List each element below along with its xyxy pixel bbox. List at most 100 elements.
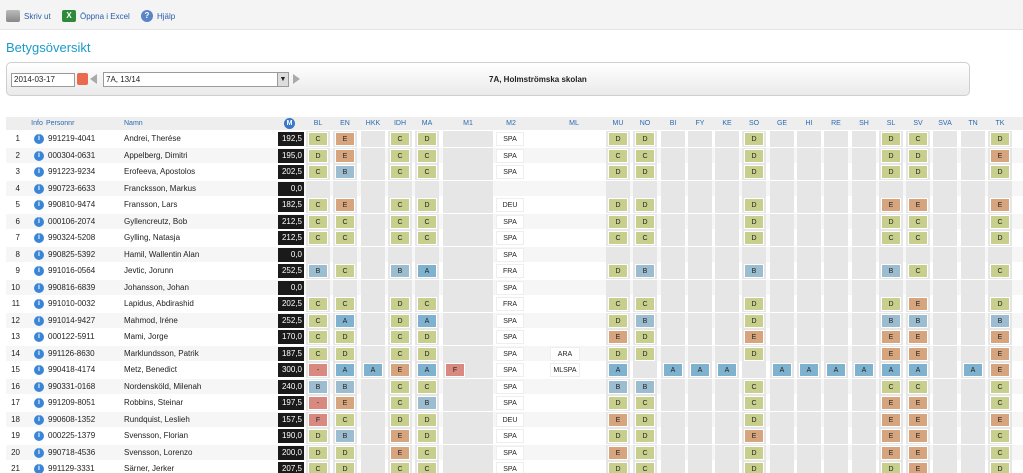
grade-cell[interactable]: D bbox=[744, 231, 764, 245]
table-row[interactable]: 20 i 990718-4536 Svensson, Lorenzo 200,0 D D E C… bbox=[6, 444, 1023, 461]
student-name[interactable]: Jevtic, Jorunn bbox=[124, 266, 174, 275]
grade-cell[interactable]: D bbox=[744, 462, 764, 473]
student-name[interactable]: Gylling, Natasja bbox=[124, 233, 181, 242]
grade-cell[interactable]: E bbox=[908, 198, 928, 212]
grade-cell[interactable]: D bbox=[990, 297, 1010, 311]
table-row[interactable]: 4 i 990723-6633 Francksson, Markus 0,0 bbox=[6, 180, 1023, 197]
grade-cell[interactable]: C bbox=[417, 165, 437, 179]
grade-cell[interactable]: C bbox=[881, 379, 901, 394]
header-subject[interactable]: FY bbox=[695, 120, 705, 127]
grade-cell[interactable]: A bbox=[854, 363, 874, 377]
info-icon[interactable]: i bbox=[34, 447, 44, 458]
grade-cell[interactable]: E bbox=[390, 429, 410, 443]
grade-cell[interactable]: D bbox=[335, 330, 355, 344]
grade-cell[interactable]: D bbox=[744, 132, 764, 146]
grade-cell[interactable]: D bbox=[990, 231, 1010, 245]
grade-cell[interactable]: C bbox=[881, 231, 901, 245]
grade-cell[interactable]: C bbox=[308, 330, 328, 344]
student-name[interactable]: Mami, Jorge bbox=[124, 332, 169, 341]
grade-cell[interactable]: C bbox=[608, 297, 628, 311]
grade-cell[interactable]: D bbox=[881, 165, 901, 179]
grade-cell[interactable]: B bbox=[744, 264, 764, 278]
grade-cell[interactable]: C bbox=[908, 132, 928, 146]
grade-cell[interactable]: C bbox=[390, 132, 410, 146]
grade-cell[interactable]: D bbox=[608, 165, 628, 179]
table-row[interactable]: 2 i 000304-0631 Appelberg, Dimitri 195,0 D E C C… bbox=[6, 147, 1023, 164]
grade-cell[interactable]: E bbox=[335, 132, 355, 146]
header-subject[interactable]: MU bbox=[612, 120, 624, 127]
grade-cell[interactable]: E bbox=[908, 396, 928, 410]
grade-cell[interactable]: A bbox=[772, 363, 792, 377]
info-icon[interactable]: i bbox=[34, 134, 44, 144]
grade-cell[interactable]: D bbox=[608, 396, 628, 410]
grade-cell[interactable]: C bbox=[608, 148, 628, 163]
table-row[interactable]: 5 i 990810-9474 Fransson, Lars 182,5 C E C D DEU D… bbox=[6, 197, 1023, 213]
grade-cell[interactable]: D bbox=[335, 346, 355, 361]
grade-cell[interactable]: B bbox=[390, 264, 410, 278]
grade-cell[interactable]: E bbox=[990, 346, 1010, 361]
grade-cell[interactable]: A bbox=[799, 363, 819, 377]
grade-cell[interactable]: C bbox=[635, 297, 655, 311]
table-row[interactable]: 12 i 991014-9427 Mahmod, Iréne 252,5 C A D A SPA D… bbox=[6, 312, 1023, 329]
header-subject[interactable]: TK bbox=[995, 120, 1005, 127]
grade-cell[interactable]: D bbox=[308, 445, 328, 460]
grade-cell[interactable]: E bbox=[608, 445, 628, 460]
info-icon[interactable]: i bbox=[34, 167, 44, 177]
student-name[interactable]: Marklundsson, Patrik bbox=[124, 348, 199, 358]
grade-cell[interactable]: C bbox=[744, 396, 764, 410]
grade-cell[interactable]: C bbox=[417, 445, 437, 460]
grade-cell[interactable]: D bbox=[635, 214, 655, 229]
info-icon[interactable]: i bbox=[34, 365, 44, 375]
student-name[interactable]: Erofeeva, Apostolos bbox=[124, 167, 196, 176]
grade-cell[interactable]: C bbox=[390, 346, 410, 361]
grade-cell[interactable]: D bbox=[990, 165, 1010, 179]
grade-cell[interactable]: E bbox=[908, 429, 928, 443]
grade-cell[interactable]: E bbox=[335, 198, 355, 212]
grade-cell[interactable]: C bbox=[417, 462, 437, 473]
header-subject[interactable]: SVA bbox=[938, 120, 952, 127]
student-name[interactable]: Metz, Benedict bbox=[124, 365, 177, 374]
grade-cell[interactable]: C bbox=[390, 379, 410, 394]
grade-cell[interactable]: C bbox=[308, 231, 328, 245]
grade-cell[interactable]: D bbox=[608, 429, 628, 443]
grade-cell[interactable]: C bbox=[908, 264, 928, 278]
grade-cell[interactable]: A bbox=[335, 363, 355, 377]
info-icon[interactable]: i bbox=[34, 266, 44, 276]
excel-button[interactable]: X Öppna i Excel bbox=[62, 9, 130, 23]
grade-cell[interactable]: C bbox=[308, 346, 328, 361]
grade-cell[interactable]: C bbox=[335, 214, 355, 229]
table-row[interactable]: 14 i 991126-8630 Marklundsson, Patrik 187,5 C… bbox=[6, 345, 1023, 362]
grade-cell[interactable]: C bbox=[990, 396, 1010, 410]
grade-cell[interactable]: F bbox=[308, 412, 328, 427]
header-subject[interactable]: ML bbox=[569, 120, 579, 127]
grade-cell[interactable]: E bbox=[390, 445, 410, 460]
grade-cell[interactable]: E bbox=[881, 429, 901, 443]
grade-cell[interactable]: A bbox=[663, 363, 683, 377]
info-icon[interactable]: i bbox=[34, 249, 44, 260]
grade-cell[interactable]: C bbox=[308, 165, 328, 179]
header-subject[interactable]: HI bbox=[805, 120, 813, 127]
info-icon[interactable]: i bbox=[34, 299, 44, 309]
grade-cell[interactable]: D bbox=[635, 132, 655, 146]
student-name[interactable]: Appelberg, Dimitri bbox=[124, 150, 188, 160]
grade-cell[interactable]: D bbox=[635, 412, 655, 427]
calendar-icon[interactable] bbox=[77, 73, 88, 85]
grade-cell[interactable]: C bbox=[635, 462, 655, 473]
grade-cell[interactable]: C bbox=[635, 148, 655, 163]
grade-cell[interactable]: B bbox=[335, 379, 355, 394]
grade-cell[interactable]: E bbox=[881, 346, 901, 361]
grade-cell[interactable]: D bbox=[881, 297, 901, 311]
header-subject[interactable]: SV bbox=[913, 120, 923, 127]
table-row[interactable]: 9 i 991016-0564 Jevtic, Jorunn 252,5 B C B A FRA D… bbox=[6, 263, 1023, 279]
grade-cell[interactable]: A bbox=[826, 363, 846, 377]
grade-cell[interactable]: C bbox=[335, 231, 355, 245]
header-subject[interactable]: KE bbox=[722, 120, 732, 127]
grade-cell[interactable]: C bbox=[390, 330, 410, 344]
grade-cell[interactable]: D bbox=[417, 346, 437, 361]
grade-cell[interactable]: E bbox=[908, 412, 928, 427]
grade-cell[interactable]: B bbox=[335, 429, 355, 443]
header-subject[interactable]: IDH bbox=[393, 120, 407, 127]
grade-cell[interactable]: B bbox=[417, 396, 437, 410]
info-icon[interactable]: i bbox=[34, 414, 44, 425]
grade-cell[interactable]: A bbox=[690, 363, 710, 377]
